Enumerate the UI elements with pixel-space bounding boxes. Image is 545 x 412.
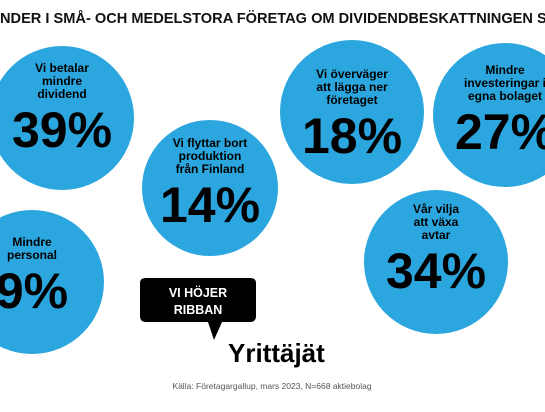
logo-bubble: [140, 278, 256, 340]
bubble-value: 18%: [302, 108, 402, 164]
bubble-value: 14%: [160, 177, 260, 233]
bubble: [0, 46, 134, 190]
bubble: [364, 190, 508, 334]
bubble-label: egna bolaget: [468, 89, 542, 103]
bubble: [280, 40, 424, 184]
logo-text: VI HÖJER: [169, 285, 227, 300]
bubble-label: Vi överväger: [316, 67, 388, 81]
bubble-label: Vår vilja: [413, 202, 459, 216]
bubble-label: att växa: [414, 215, 459, 229]
bubble-value: 9%: [0, 263, 68, 319]
bubble-value: 34%: [386, 243, 486, 299]
bubble-label: att lägga ner: [316, 80, 388, 94]
bubble-label: produktion: [179, 149, 242, 163]
bubble: [0, 210, 104, 354]
bubble-label: Vi flyttar bort: [173, 136, 247, 150]
source: Källa: Företagargallup, mars 2023, N=668…: [172, 381, 371, 391]
bubble-label: avtar: [422, 228, 451, 242]
bubble-label: dividend: [37, 87, 86, 101]
bubble-value: 39%: [12, 102, 112, 158]
bubble-label: personal: [7, 248, 57, 262]
logo-name: Yrittäjät: [228, 338, 325, 368]
bubble-label: Vi betalar: [35, 61, 89, 75]
bubble: [433, 43, 545, 187]
bubble: [142, 120, 278, 256]
bubble-label: Mindre: [485, 63, 525, 77]
bubble-label: investeringar i: [464, 76, 545, 90]
bubble-label: företaget: [326, 93, 377, 107]
bubble-label: från Finland: [176, 162, 245, 176]
logo-text: RIBBAN: [174, 303, 223, 317]
bubble-label: Mindre: [12, 235, 52, 249]
logo: VI HÖJER RIBBAN Yrittäjät: [140, 278, 325, 368]
bubble-label: mindre: [42, 74, 82, 88]
title: NDER I SMÅ- OCH MEDELSTORA FÖRETAG OM DI…: [0, 10, 545, 27]
bubble-value: 27%: [455, 104, 545, 160]
